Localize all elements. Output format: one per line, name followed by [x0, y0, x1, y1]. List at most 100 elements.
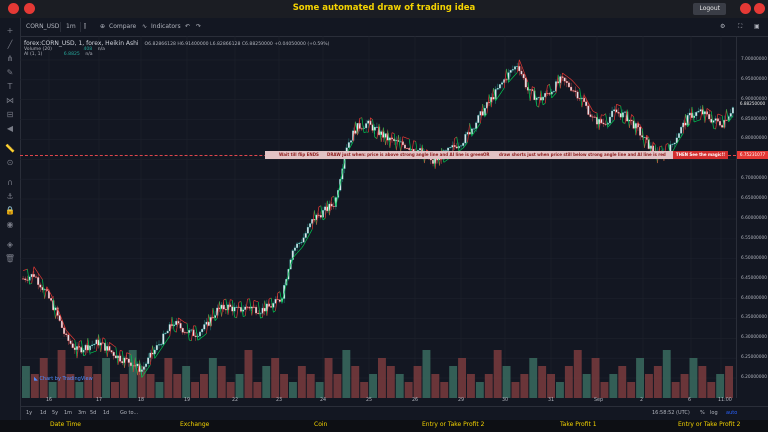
ai-line-segment [354, 121, 358, 136]
range-1d-b[interactable]: 1d [103, 410, 110, 416]
price-tick-label: 6.40000000 [741, 295, 767, 301]
snapshot-icon[interactable]: ▣ [754, 23, 760, 30]
pitchfork-icon[interactable]: ⋔ [6, 54, 14, 63]
price-tick-label: 6.85000000 [741, 116, 767, 122]
tradingview-attribution[interactable]: ◣ Chart by TradingView [34, 376, 93, 382]
zoom-icon[interactable]: ⊙ [6, 158, 14, 167]
percent-toggle[interactable]: % [700, 410, 705, 416]
range-5y[interactable]: 5y [52, 410, 59, 416]
volume-bar [173, 374, 182, 398]
ai-line-segment [443, 160, 447, 163]
col-take-profit-1[interactable]: Take Profit 1 [560, 421, 597, 428]
ai-line-segment [50, 294, 54, 299]
range-1y[interactable]: 1y [26, 410, 33, 416]
ai-line-segment [568, 77, 572, 80]
ai-line-segment [87, 338, 91, 354]
text-icon[interactable]: T [7, 82, 13, 91]
col-entry-tp2-a[interactable]: Entry or Take Profit 2 [422, 421, 485, 428]
eye-icon[interactable]: ◉ [6, 220, 14, 229]
compare-button[interactable]: Compare [109, 23, 137, 30]
undo-icon[interactable]: ↶ [185, 23, 191, 30]
trendline-icon[interactable]: ╱ [7, 40, 13, 49]
interval-selector[interactable]: 1m [66, 23, 76, 30]
ai-line-segment [180, 319, 183, 322]
col-exchange[interactable]: Exchange [180, 421, 210, 428]
candle [585, 101, 588, 106]
symbol-search[interactable]: CORN_USD [26, 23, 60, 30]
user-icon-2[interactable] [754, 3, 765, 14]
range-5d[interactable]: 5d [90, 410, 97, 416]
pattern-icon[interactable]: ⋈ [6, 96, 14, 105]
ai-line-segment [171, 316, 175, 331]
volume-bars [22, 350, 733, 398]
price-chart[interactable] [20, 36, 736, 398]
lock-icon[interactable]: 🔒 [5, 206, 15, 215]
arrow-icon[interactable]: ◀ [6, 124, 14, 133]
ai-line-segment [527, 82, 531, 101]
layers-icon[interactable]: ◈ [6, 240, 14, 249]
ai-line-segment [538, 90, 542, 108]
settings-icon[interactable]: ⚙ [720, 23, 726, 30]
ruler-icon[interactable]: 📏 [5, 144, 15, 153]
magnet-icon[interactable]: ∩ [7, 178, 13, 187]
ai-line-segment [184, 322, 188, 324]
crosshair-icon[interactable]: + [6, 26, 14, 35]
lock-drawing-icon[interactable]: ⚓ [6, 192, 14, 201]
range-1d-a[interactable]: 1d [40, 410, 47, 416]
col-date-time[interactable]: Date Time [50, 421, 81, 428]
ai-line-segment [516, 59, 520, 73]
candle [375, 126, 378, 128]
compare-icon[interactable]: ⊕ [100, 23, 106, 30]
annotation-short-rule: draw shorts just when price still below … [499, 152, 666, 157]
logout-button[interactable]: Logout [693, 3, 726, 15]
ai-line-segment [44, 286, 48, 299]
ai-line-segment [691, 106, 695, 123]
ai-line-segment [175, 317, 179, 333]
price-tick-label: 6.45000000 [741, 275, 767, 281]
candle [34, 276, 38, 278]
ai-line-segment [296, 250, 300, 254]
brush-icon[interactable]: ✎ [6, 68, 14, 77]
ai-line-segment [243, 315, 246, 317]
ai-line-segment [350, 141, 354, 146]
indicators-icon[interactable]: ∿ [142, 23, 148, 30]
ai-line-segment [488, 94, 492, 108]
user-icon[interactable] [740, 3, 751, 14]
ai-line-segment [493, 87, 496, 101]
measure-icon[interactable]: ⊟ [6, 110, 14, 119]
ai-line-segment [100, 337, 104, 353]
ai-line-segment [607, 124, 611, 128]
ai-line-segment [383, 127, 386, 146]
volume-bar [386, 366, 395, 398]
ai-line-segment [48, 290, 52, 295]
auto-toggle[interactable]: auto [726, 410, 738, 416]
candle [186, 332, 189, 334]
range-3m[interactable]: 3m [78, 410, 87, 416]
annotation-long-rule: DRAW just when: price is above strong an… [327, 152, 484, 157]
ai-line-segment [624, 109, 628, 124]
time-axis[interactable]: 16 17 18 19 22 23 24 25 26 29 30 31 Sep 2 6 11:00 [20, 398, 736, 406]
goto-date[interactable]: Go to... [120, 410, 139, 416]
price-axis[interactable]: 7.00000000 6.95000000 6.90000000 6.85000000… [736, 36, 768, 398]
col-coin[interactable]: Coin [314, 421, 328, 428]
range-1m[interactable]: 1m [64, 410, 73, 416]
candle [673, 142, 676, 145]
chart-style-icon[interactable]: ⫿ [84, 23, 86, 30]
ai-line-segment [723, 109, 727, 129]
fullscreen-icon[interactable]: ⛶ [738, 23, 743, 30]
ai-line-segment [730, 115, 734, 119]
redo-icon[interactable]: ↷ [196, 23, 202, 30]
trash-icon[interactable]: 🗑 [4, 254, 16, 263]
price-tick-label: 6.80000000 [741, 136, 767, 142]
ai-line-segment [37, 272, 41, 277]
indicators-button[interactable]: Indicators [151, 23, 181, 30]
ai-line-segment [275, 293, 279, 311]
candle [296, 243, 299, 248]
ai-line-segment [352, 121, 356, 142]
ai-line-segment [251, 300, 255, 316]
col-entry-tp2-b[interactable]: Entry or Take Profit 2 [678, 421, 741, 428]
ai-line-segment [160, 345, 164, 349]
log-toggle[interactable]: log [710, 410, 718, 416]
time-tick-label: 31 [548, 398, 555, 403]
ai-line-segment [585, 98, 589, 104]
